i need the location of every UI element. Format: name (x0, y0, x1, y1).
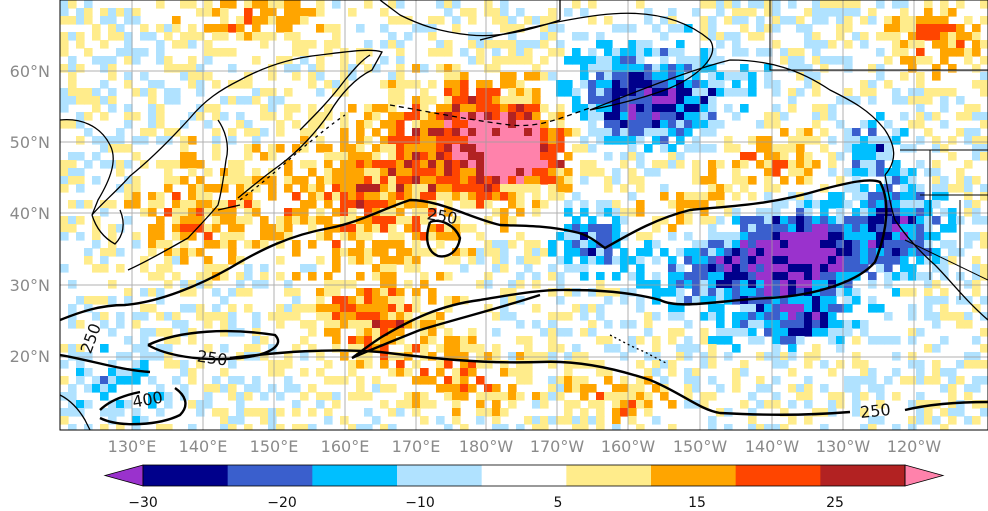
alaska-coastline (479, 12, 895, 176)
lat-label: 50°N (10, 133, 50, 152)
contour-label: 250 (196, 347, 229, 370)
political-borders (769, 0, 988, 300)
colorbar-outline (142, 464, 906, 487)
lon-label: 130°W (816, 437, 871, 456)
kuril-islands (239, 114, 346, 201)
colorbar-swatch (820, 465, 906, 486)
aleutian-islands (389, 104, 591, 127)
map-panel: 250 250 250 250 400 (60, 0, 988, 430)
colorbar-tick-label: 15 (688, 495, 706, 511)
colorbar-tick-labels: −30 −20 −10 5 15 25 (128, 495, 844, 511)
contour-400 (99, 387, 187, 426)
contour-lines (60, 179, 988, 426)
lon-label: 140°E (179, 437, 228, 456)
colorbar-swatch (735, 465, 821, 486)
japan-coastline (127, 119, 241, 271)
lat-label: 40°N (10, 204, 50, 223)
lon-label: 170°E (392, 437, 441, 456)
lon-label: 150°W (673, 437, 728, 456)
lon-label: 120°W (887, 437, 942, 456)
colorbar-tick-label: 25 (826, 495, 844, 511)
kamchatka-coastline (299, 54, 371, 131)
lon-label: 170°W (530, 437, 585, 456)
lon-labels: 130°E 140°E 150°E 160°E 170°E 180°W 170°… (108, 437, 942, 456)
colorbar-tick-label: −10 (405, 495, 435, 511)
bering-coastline (379, 0, 561, 37)
lon-label: 180°W (459, 437, 514, 456)
lon-label: 160°W (601, 437, 656, 456)
colorbar-swatch (651, 465, 737, 486)
colorbar-swatch (481, 465, 567, 486)
lat-label: 20°N (10, 347, 50, 366)
philippines-coastline (60, 394, 91, 430)
lon-label: 130°E (108, 437, 157, 456)
colorbar-swatch (397, 465, 483, 486)
lat-labels: 20°N 30°N 40°N 50°N 60°N (10, 62, 50, 366)
colorbar-swatch (143, 465, 229, 486)
colorbar-extend-low (103, 464, 144, 487)
colorbar-tick-label: 5 (554, 495, 563, 511)
colorbar-swatch (227, 465, 313, 486)
contour-label: 250 (859, 400, 891, 422)
asia-coastline (60, 49, 383, 216)
colorbar-extend-high (904, 464, 945, 487)
map-frame (59, 0, 988, 431)
lat-label: 60°N (10, 62, 50, 81)
korea-coastline (91, 209, 124, 245)
colorbar-tick-label: −20 (267, 495, 297, 511)
contour-250-enclosed (147, 329, 280, 361)
gridlines (60, 0, 988, 430)
colorbar (103, 464, 945, 487)
lon-label: 150°E (250, 437, 299, 456)
colorbar-swatch (566, 465, 652, 486)
lat-label: 30°N (10, 276, 50, 295)
contour-250-south (60, 349, 988, 416)
lon-label: 160°E (321, 437, 370, 456)
colorbar-swatch (312, 465, 398, 486)
contour-250-north (60, 179, 888, 360)
hawaii-islands (609, 334, 669, 365)
colorbar-tick-label: −30 (128, 495, 158, 511)
anomaly-field (60, 0, 988, 430)
contour-250-cell (426, 219, 462, 258)
lon-label: 140°W (745, 437, 800, 456)
